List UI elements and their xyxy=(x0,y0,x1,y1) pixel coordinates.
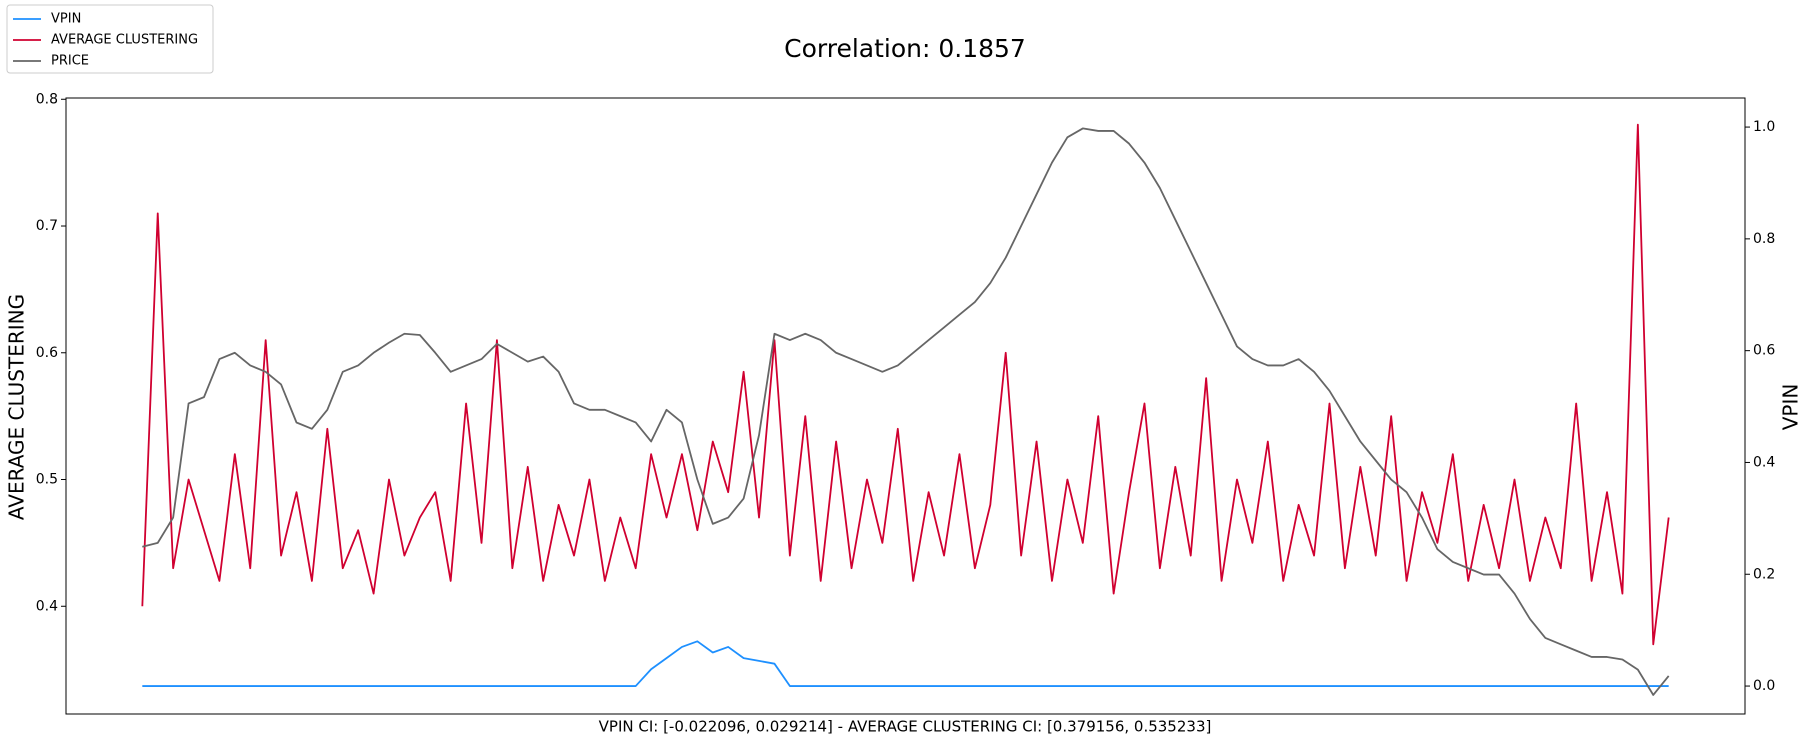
series-line xyxy=(142,127,1670,696)
y-tick-label: 0.6 xyxy=(36,345,58,361)
series-line xyxy=(141,123,1670,646)
legend-label: AVERAGE CLUSTERING xyxy=(51,33,198,48)
chart-title: Correlation: 0.1857 xyxy=(784,34,1026,63)
y-tick-label: 0.7 xyxy=(36,218,58,234)
y2-tick-label: 1.0 xyxy=(1753,119,1775,135)
y-tick-label: 0.5 xyxy=(36,472,58,488)
x-axis-label: VPIN CI: [-0.022096, 0.029214] - AVERAGE… xyxy=(599,718,1212,736)
y2-tick-label: 0.4 xyxy=(1753,454,1775,470)
legend-label: VPIN xyxy=(51,12,81,27)
y-tick-label: 0.4 xyxy=(36,598,58,614)
series-line xyxy=(142,640,1669,687)
legend-box xyxy=(6,4,214,74)
legend-label: PRICE xyxy=(51,54,89,69)
y2-tick-label: 0.2 xyxy=(1753,566,1775,582)
y2-tick-label: 0.6 xyxy=(1753,343,1775,359)
y2-tick-label: 0.0 xyxy=(1753,678,1775,694)
y2-tick-label: 0.8 xyxy=(1753,231,1775,247)
legend: VPIN AVERAGE CLUSTERING PRICE xyxy=(6,4,214,74)
y-axis-label: AVERAGE CLUSTERING xyxy=(5,294,29,520)
y2-axis-label: VPIN xyxy=(1779,384,1803,431)
plot-frame xyxy=(65,97,1746,715)
y-tick-label: 0.8 xyxy=(36,91,58,107)
